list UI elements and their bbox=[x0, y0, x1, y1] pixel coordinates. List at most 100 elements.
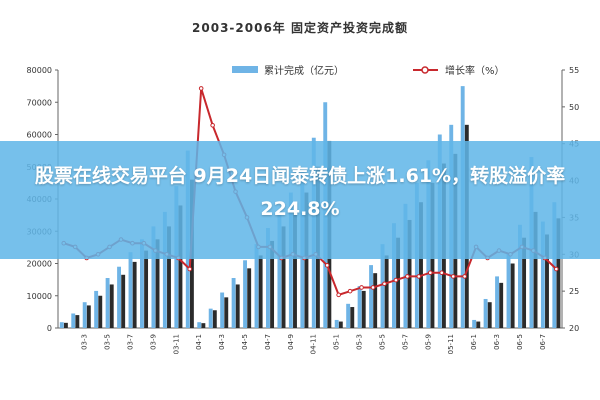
x-tick-label: 05-11 bbox=[447, 334, 455, 354]
x-tick-label: 03-11 bbox=[172, 334, 180, 354]
bar-blue bbox=[59, 322, 64, 328]
bar-blue bbox=[346, 303, 351, 328]
headline-banner bbox=[0, 141, 600, 259]
bar-blue bbox=[220, 292, 225, 328]
growth-rate-point bbox=[405, 274, 410, 279]
bar-dark bbox=[258, 255, 263, 328]
bar-dark bbox=[419, 202, 423, 328]
y-left-tick-label: 0 bbox=[47, 324, 52, 333]
bar-blue bbox=[540, 221, 545, 328]
bar-dark bbox=[167, 226, 171, 328]
bar-dark bbox=[178, 205, 183, 328]
bar-blue bbox=[197, 322, 202, 328]
bar-dark bbox=[75, 315, 80, 328]
growth-rate-point bbox=[462, 274, 467, 279]
bar-blue bbox=[266, 228, 270, 328]
bar-dark bbox=[476, 321, 481, 328]
bar-dark bbox=[522, 237, 527, 328]
growth-rate-point bbox=[359, 285, 364, 290]
x-tick-label: 03-9 bbox=[149, 334, 157, 350]
bar-blue bbox=[231, 278, 236, 328]
growth-rate-point bbox=[416, 274, 422, 279]
x-tick-label: 04-3 bbox=[218, 334, 226, 350]
bar-blue bbox=[71, 313, 76, 328]
growth-rate-point bbox=[439, 270, 445, 276]
growth-rate-point bbox=[198, 86, 204, 91]
y-left-tick-label: 80000 bbox=[27, 66, 52, 75]
bar-blue bbox=[151, 226, 156, 328]
bar-dark bbox=[224, 297, 229, 328]
x-tick-label: 04-9 bbox=[287, 334, 295, 350]
growth-rate-point bbox=[553, 266, 559, 272]
growth-rate-point bbox=[370, 285, 376, 290]
x-tick-label: 05-3 bbox=[356, 334, 364, 350]
growth-rate-point bbox=[324, 263, 330, 268]
bar-dark bbox=[270, 240, 275, 328]
bar-blue bbox=[357, 286, 362, 328]
growth-rate-point bbox=[382, 281, 387, 287]
headline-text: 股票在线交易平台 9月24日闻泰转债上涨1.61%，转股溢价率224.8% bbox=[34, 165, 566, 220]
bar-blue bbox=[495, 276, 499, 328]
bar-dark bbox=[293, 210, 297, 328]
bar-dark bbox=[338, 321, 343, 328]
y-right-tick-label: 50 bbox=[569, 103, 579, 112]
bar-dark bbox=[373, 273, 378, 328]
bar-dark bbox=[499, 282, 504, 328]
bar-dark bbox=[304, 192, 309, 328]
bar-blue bbox=[117, 266, 121, 328]
bar-blue bbox=[208, 308, 213, 328]
bar-dark bbox=[487, 302, 492, 328]
bar-blue bbox=[277, 210, 282, 328]
bar-blue bbox=[243, 260, 247, 328]
x-tick-label: 03-7 bbox=[126, 334, 134, 350]
bar-dark bbox=[212, 310, 217, 328]
x-tick-label: 06-3 bbox=[493, 334, 501, 350]
bar-dark bbox=[98, 295, 103, 328]
bar-dark bbox=[384, 255, 389, 328]
y-left-tick-label: 60000 bbox=[27, 131, 52, 140]
x-tick-label: 05-9 bbox=[424, 334, 432, 350]
growth-rate-point bbox=[393, 277, 399, 283]
y-left-tick-label: 70000 bbox=[27, 98, 52, 107]
x-tick-label: 04-11 bbox=[310, 334, 318, 354]
bar-dark bbox=[132, 261, 137, 328]
bar-blue bbox=[403, 203, 408, 328]
bar-dark bbox=[396, 237, 401, 328]
bar-dark bbox=[510, 263, 515, 328]
x-tick-label: 05-1 bbox=[333, 334, 341, 350]
x-tick-label: 06-5 bbox=[516, 334, 524, 350]
growth-rate-point bbox=[427, 270, 433, 276]
bar-dark bbox=[533, 211, 538, 328]
bar-dark bbox=[361, 290, 366, 328]
legend-line-marker bbox=[421, 66, 429, 74]
legend-line-label: 增长率（%） bbox=[445, 64, 505, 77]
legend: 累计完成（亿元） 增长率（%） bbox=[232, 64, 505, 77]
growth-rate-point bbox=[336, 292, 341, 298]
chart-title: 2003-2006年 固定资产投资完成额 bbox=[192, 20, 408, 35]
bar-blue bbox=[162, 211, 167, 328]
legend-bar-swatch bbox=[232, 66, 258, 73]
y-left-tick-label: 20000 bbox=[27, 260, 52, 269]
x-tick-label: 03-5 bbox=[104, 334, 112, 350]
bar-blue bbox=[254, 244, 259, 328]
bar-dark bbox=[407, 219, 412, 328]
x-tick-label: 04-7 bbox=[264, 334, 272, 350]
x-tick-label: 03-3 bbox=[81, 334, 89, 350]
bar-blue bbox=[392, 223, 396, 328]
bar-blue bbox=[128, 252, 133, 328]
bar-blue bbox=[506, 253, 511, 328]
x-tick-label: 05-7 bbox=[401, 334, 409, 350]
bar-dark bbox=[235, 284, 240, 328]
bar-blue bbox=[140, 239, 144, 328]
x-tick-label: 04-5 bbox=[241, 334, 249, 350]
bar-dark bbox=[109, 284, 114, 328]
bar-dark bbox=[201, 323, 206, 328]
bar-dark bbox=[545, 234, 549, 328]
bar-dark bbox=[350, 307, 355, 328]
x-tick-labels: 03-3 03-5 03-7 03-9 03-11 04-1 04-3 04-5 04-7 04-… bbox=[81, 334, 547, 354]
bar-dark bbox=[86, 305, 91, 328]
legend-bar-label: 累计完成（亿元） bbox=[264, 64, 344, 77]
bar-dark bbox=[556, 218, 561, 328]
bar-blue bbox=[334, 319, 339, 328]
